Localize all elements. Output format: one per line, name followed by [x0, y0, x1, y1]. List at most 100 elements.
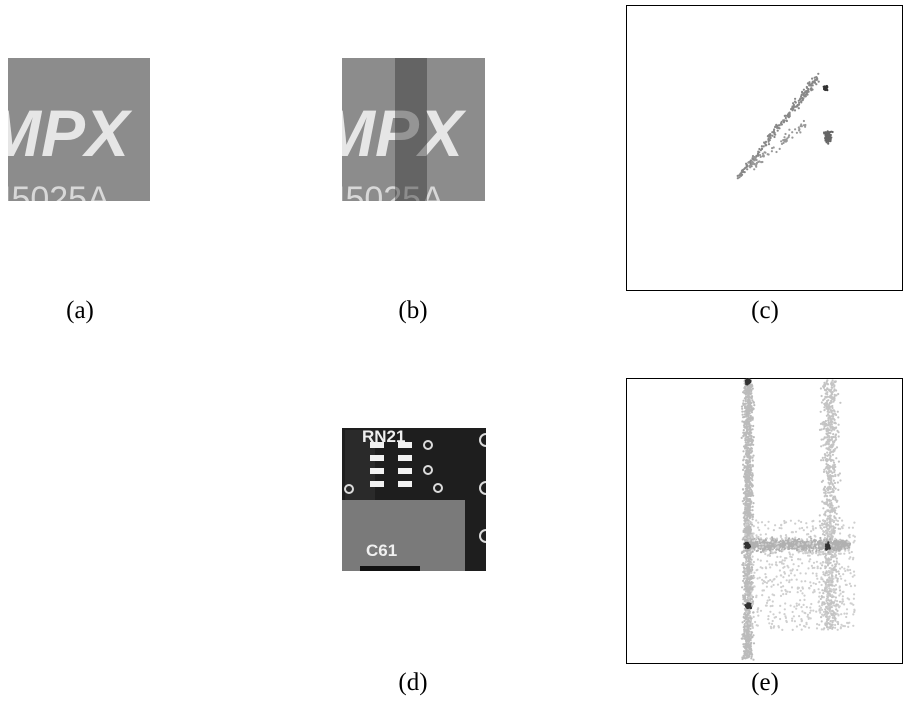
scatter-point: [822, 480, 824, 482]
image-text: RN21: [362, 427, 405, 446]
scatter-point: [810, 585, 812, 587]
scatter-point: [830, 430, 832, 432]
scatter-point: [810, 84, 812, 86]
scatter-point: [799, 572, 801, 574]
scatter-point: [766, 605, 768, 607]
scatter-point: [815, 611, 817, 613]
scatter-point: [821, 501, 823, 503]
scatter-point: [750, 522, 752, 524]
scatter-point: [742, 469, 744, 471]
scatter-point: [746, 410, 748, 412]
scatter-point: [820, 578, 822, 580]
scatter-point: [828, 561, 830, 563]
scatter-point: [806, 526, 808, 528]
scatter-point: [745, 647, 747, 649]
scatter-point: [776, 547, 778, 549]
scatter-point: [805, 622, 807, 624]
scatter-point: [738, 176, 740, 178]
scatter-point: [769, 599, 771, 601]
scatter-point: [761, 594, 763, 596]
scatter-point: [767, 600, 769, 602]
scatter-point: [823, 471, 825, 473]
scatter-point: [752, 518, 754, 520]
scatter-point: [853, 593, 855, 595]
scatter-point: [839, 605, 841, 607]
scatter-point: [835, 584, 837, 586]
scatter-point: [780, 582, 782, 584]
scatter-point: [752, 537, 754, 539]
scatter-point: [852, 558, 854, 560]
scatter-point: [823, 86, 825, 88]
scatter-point: [751, 396, 753, 398]
scatter-point: [819, 537, 821, 539]
scatter-point: [769, 579, 771, 581]
scatter-point: [749, 452, 751, 454]
scatter-point: [762, 543, 764, 545]
scatter-point: [752, 474, 754, 476]
scatter-point: [824, 389, 826, 391]
scatter-point: [837, 431, 839, 433]
scatter-point: [751, 405, 753, 407]
scatter-point: [751, 624, 753, 626]
scatter-point: [758, 160, 760, 162]
scatter-point: [837, 524, 839, 526]
scatter-point: [823, 520, 825, 522]
scatter-point: [833, 449, 835, 451]
scatter-point: [824, 608, 826, 610]
scatter-point: [743, 392, 745, 394]
scatter-point: [744, 171, 746, 173]
scatter-point: [832, 131, 834, 133]
scatter-point: [829, 540, 831, 542]
scatter-point: [746, 168, 748, 170]
scatter-point: [829, 567, 831, 569]
scatter-point: [833, 549, 835, 551]
scatter-point: [744, 594, 746, 596]
scatter-point: [760, 537, 762, 539]
scatter-point: [803, 89, 805, 91]
scatter-point: [811, 565, 813, 567]
scatter-point: [746, 381, 748, 383]
scatter-point: [779, 561, 781, 563]
scatter-point: [827, 551, 829, 553]
scatter-point: [852, 625, 854, 627]
scatter-point: [750, 572, 752, 574]
scatter-point: [747, 603, 749, 605]
scatter-point: [839, 542, 841, 544]
scatter-point: [845, 616, 847, 618]
scatter-point: [757, 545, 759, 547]
scatter-point: [772, 613, 774, 615]
scatter-point: [753, 525, 755, 527]
scatter-point: [769, 611, 771, 613]
scatter-point: [746, 495, 748, 497]
scatter-point: [765, 533, 767, 535]
scatter-point: [756, 162, 758, 164]
scatter-point: [818, 581, 820, 583]
scatter-point: [748, 546, 750, 548]
scatter-point: [784, 115, 786, 117]
scatter-point: [851, 551, 853, 553]
scatter-point: [835, 565, 837, 567]
scatter-point: [826, 594, 828, 596]
scatter-point: [835, 507, 837, 509]
scatter-point: [832, 436, 834, 438]
scatter-point: [818, 596, 820, 598]
scatter-point: [749, 412, 751, 414]
scatter-point: [779, 569, 781, 571]
scatter-point: [828, 479, 830, 481]
scatter-point: [742, 414, 744, 416]
scatter-point: [842, 573, 844, 575]
scatter-point: [788, 551, 790, 553]
scatter-point: [831, 539, 833, 541]
scatter-point: [810, 88, 812, 90]
scatter-point: [837, 520, 839, 522]
scatter-point: [746, 406, 748, 408]
scatter-point: [748, 511, 750, 513]
scatter-point: [785, 536, 787, 538]
scatter-point: [849, 583, 851, 585]
scatter-point: [804, 580, 806, 582]
scatter-point: [822, 459, 824, 461]
scatter-point: [826, 519, 828, 521]
scatter-point: [798, 520, 800, 522]
scatter-point: [829, 515, 831, 517]
scatter-point: [799, 547, 801, 549]
